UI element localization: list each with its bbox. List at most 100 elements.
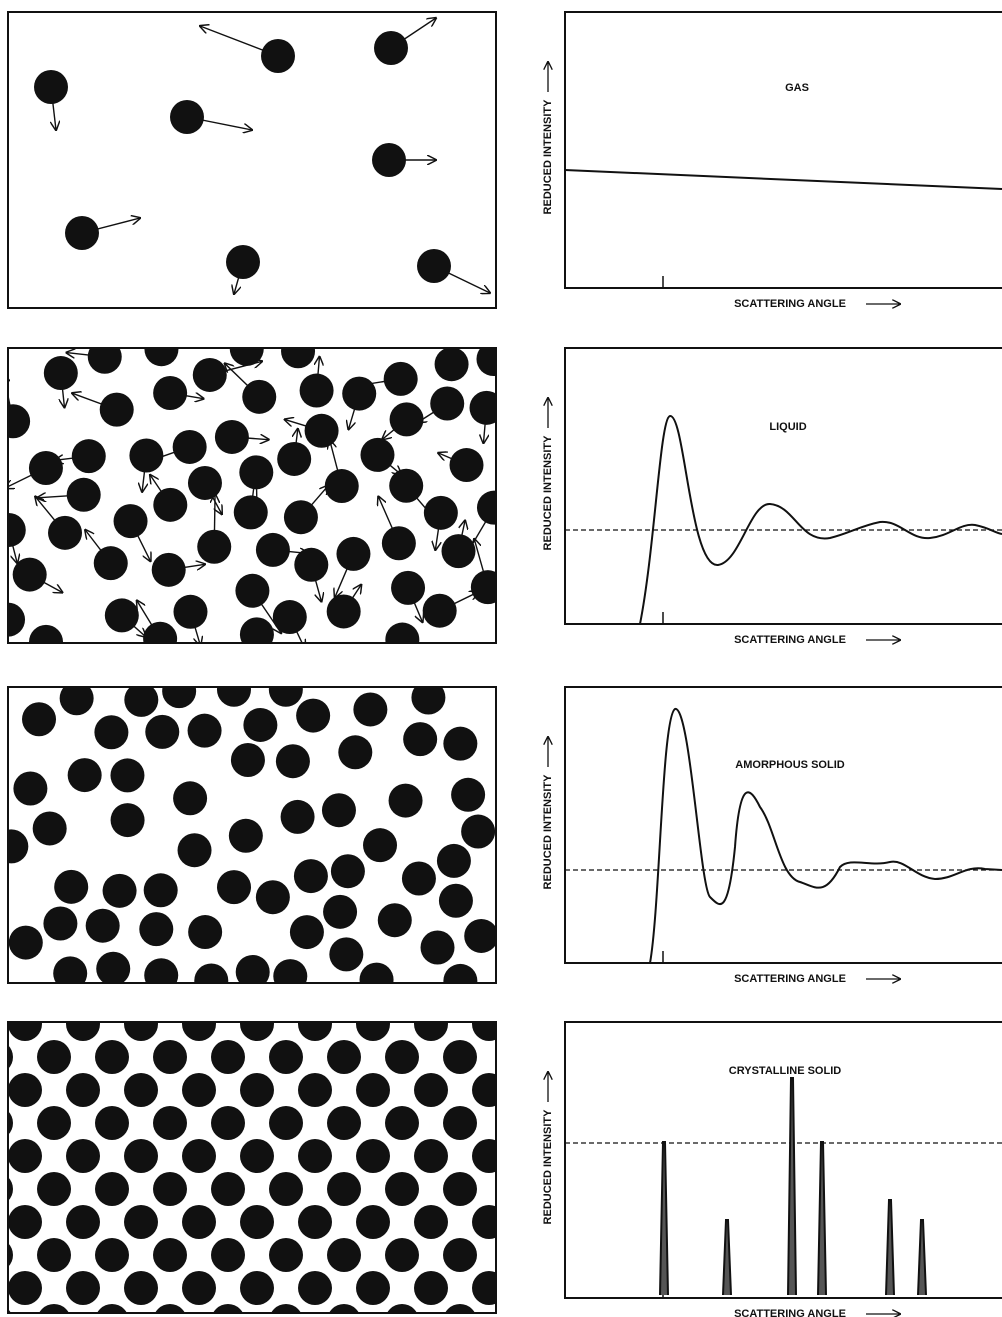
particle	[95, 1238, 129, 1272]
particle	[401, 861, 436, 896]
state-label: CRYSTALLINE SOLID	[729, 1065, 842, 1077]
particle	[229, 348, 264, 366]
particle	[153, 1040, 187, 1074]
particle	[356, 1139, 390, 1173]
particle	[37, 1238, 71, 1272]
particle	[438, 883, 473, 918]
particle	[389, 468, 424, 503]
particle	[173, 781, 208, 816]
panel: AMORPHOUS SOLID SCATTERING ANGLE REDUCED I…	[7, 686, 1002, 985]
particle	[99, 392, 134, 427]
particle-box	[8, 687, 496, 983]
particle	[356, 1073, 390, 1107]
particle	[329, 937, 364, 972]
particle	[559, 1304, 593, 1317]
particle	[377, 903, 412, 938]
particle	[8, 1242, 13, 1268]
particle	[296, 698, 331, 733]
particle	[391, 570, 426, 605]
particle	[8, 404, 31, 439]
velocity-arrow	[8, 619, 9, 621]
particle	[239, 455, 274, 490]
particle	[271, 1304, 301, 1313]
plot-axes	[564, 1021, 1002, 1299]
particle	[85, 908, 120, 943]
particle	[124, 687, 159, 717]
particle	[363, 828, 398, 863]
particle	[93, 546, 128, 581]
particle	[95, 1172, 129, 1206]
particle	[8, 1205, 42, 1239]
particle	[411, 687, 446, 715]
plot-axes	[564, 347, 1002, 625]
particle	[389, 402, 424, 437]
particle	[12, 557, 47, 592]
y-axis-label: REDUCED INTENSITY	[542, 99, 554, 215]
particle	[321, 793, 356, 828]
particle	[96, 951, 131, 983]
particle	[240, 1205, 274, 1239]
particle	[261, 39, 295, 73]
particle	[414, 1271, 448, 1305]
particle	[330, 854, 365, 889]
intensity-curve	[639, 415, 1002, 625]
particle	[214, 419, 249, 454]
particle	[170, 100, 204, 134]
particle	[298, 1073, 332, 1107]
particle	[414, 1022, 448, 1041]
particle	[374, 31, 408, 65]
particle	[124, 1022, 158, 1041]
particle	[124, 1073, 158, 1107]
particle	[66, 1022, 100, 1041]
y-axis-label: REDUCED INTENSITY	[542, 435, 554, 551]
particle	[124, 1271, 158, 1305]
particle-frame	[7, 347, 497, 644]
particle	[360, 437, 395, 472]
particle	[372, 143, 406, 177]
particle	[95, 1040, 129, 1074]
particle	[281, 348, 316, 369]
particle	[151, 552, 186, 587]
particle	[113, 504, 148, 539]
particle	[177, 833, 212, 868]
particle	[153, 487, 188, 522]
particle	[356, 1022, 390, 1041]
particle	[443, 726, 478, 761]
particle	[124, 1205, 158, 1239]
particle	[66, 1073, 100, 1107]
particle	[338, 735, 373, 770]
particle	[327, 1172, 361, 1206]
velocity-arrow	[160, 348, 164, 350]
particle	[275, 744, 310, 779]
particle	[326, 594, 361, 629]
particle	[39, 1304, 69, 1313]
particle	[153, 1106, 187, 1140]
particle	[240, 1271, 274, 1305]
y-axis-label: REDUCED INTENSITY	[542, 774, 554, 890]
particle	[269, 1172, 303, 1206]
particle	[8, 1110, 13, 1136]
particle	[470, 570, 496, 605]
particle	[385, 1040, 419, 1074]
particle	[8, 1176, 13, 1202]
particle	[32, 811, 67, 846]
particle	[449, 448, 484, 483]
particle	[48, 515, 83, 550]
particle	[153, 376, 188, 411]
particle	[530, 1073, 564, 1107]
particle	[8, 1073, 42, 1107]
plot-axes	[564, 11, 1002, 289]
particle	[145, 714, 180, 749]
particle	[273, 959, 308, 983]
particle	[153, 1172, 187, 1206]
x-axis-label: SCATTERING ANGLE	[734, 634, 846, 646]
particle	[255, 532, 290, 567]
particle	[324, 469, 359, 504]
particle	[277, 441, 312, 476]
particle	[97, 1304, 127, 1313]
particle	[329, 1304, 359, 1313]
particle-frame	[7, 1021, 497, 1314]
particle	[129, 438, 164, 473]
particle	[420, 930, 455, 965]
